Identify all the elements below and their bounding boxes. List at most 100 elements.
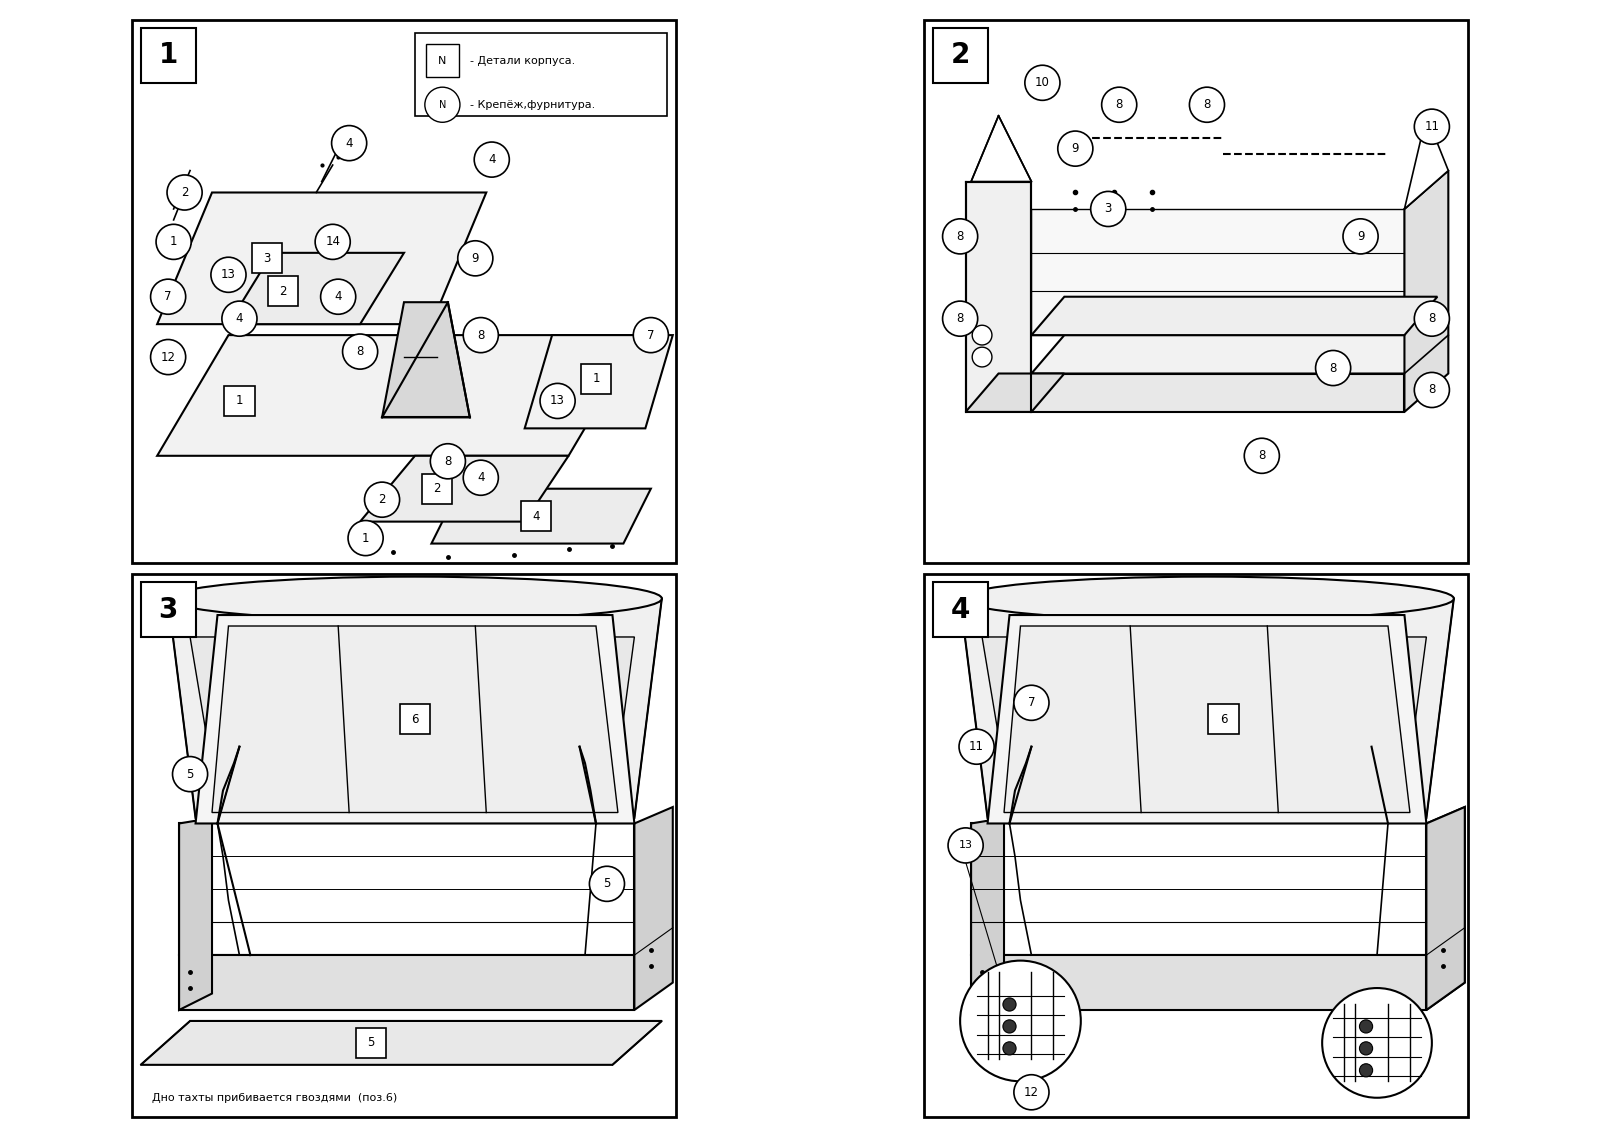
Text: 1: 1 xyxy=(592,372,600,386)
Text: 2: 2 xyxy=(434,482,440,495)
Bar xyxy=(933,28,987,83)
Circle shape xyxy=(150,279,186,314)
Circle shape xyxy=(1014,685,1050,720)
Polygon shape xyxy=(1032,335,1437,373)
Bar xyxy=(581,364,611,394)
Polygon shape xyxy=(966,181,1032,412)
Circle shape xyxy=(150,339,186,374)
Text: 12: 12 xyxy=(160,351,176,363)
Circle shape xyxy=(1091,191,1126,226)
Circle shape xyxy=(1315,351,1350,386)
Text: 5: 5 xyxy=(368,1036,374,1050)
Bar xyxy=(141,28,195,83)
Bar xyxy=(414,34,667,115)
Circle shape xyxy=(349,520,382,555)
Text: 13: 13 xyxy=(958,840,973,851)
Polygon shape xyxy=(1405,115,1448,209)
Circle shape xyxy=(1414,109,1450,145)
Circle shape xyxy=(222,301,258,336)
Text: 6: 6 xyxy=(1219,713,1227,726)
Circle shape xyxy=(426,87,459,122)
Circle shape xyxy=(430,443,466,478)
Bar xyxy=(1208,705,1238,734)
Text: 4: 4 xyxy=(235,312,243,325)
Text: 11: 11 xyxy=(1424,120,1440,133)
Text: 14: 14 xyxy=(325,235,341,249)
Circle shape xyxy=(1414,301,1450,336)
Bar xyxy=(251,243,282,274)
Text: 4: 4 xyxy=(950,596,970,623)
Polygon shape xyxy=(1032,296,1437,335)
Text: 4: 4 xyxy=(477,472,485,484)
Text: 8: 8 xyxy=(1429,383,1435,397)
Polygon shape xyxy=(1032,209,1405,335)
Circle shape xyxy=(173,757,208,792)
Text: N: N xyxy=(438,100,446,110)
Circle shape xyxy=(973,347,992,366)
Polygon shape xyxy=(1426,808,1464,1010)
Circle shape xyxy=(1360,1042,1373,1055)
Polygon shape xyxy=(432,489,651,544)
Polygon shape xyxy=(1426,808,1464,1010)
Circle shape xyxy=(157,224,190,259)
Polygon shape xyxy=(982,637,1426,802)
Circle shape xyxy=(320,279,355,314)
Polygon shape xyxy=(971,823,1426,955)
Text: 5: 5 xyxy=(186,768,194,780)
Circle shape xyxy=(1414,372,1450,407)
Bar xyxy=(141,582,195,637)
Text: 8: 8 xyxy=(957,312,963,325)
Polygon shape xyxy=(157,192,486,325)
Text: 6: 6 xyxy=(411,713,419,726)
Polygon shape xyxy=(1005,625,1410,812)
Circle shape xyxy=(1003,1042,1016,1055)
Text: 1: 1 xyxy=(235,395,243,407)
Text: 4: 4 xyxy=(334,291,342,303)
Circle shape xyxy=(942,218,978,254)
Text: 3: 3 xyxy=(1104,202,1112,215)
Polygon shape xyxy=(360,456,568,521)
Text: 8: 8 xyxy=(1429,312,1435,325)
Circle shape xyxy=(1014,1074,1050,1110)
Text: - Крепёж,фурнитура.: - Крепёж,фурнитура. xyxy=(470,100,595,110)
Text: 9: 9 xyxy=(1072,143,1078,155)
Text: 2: 2 xyxy=(280,285,286,297)
Text: 7: 7 xyxy=(1027,697,1035,709)
Circle shape xyxy=(1189,87,1224,122)
Polygon shape xyxy=(966,373,1064,412)
Bar xyxy=(224,386,254,416)
Polygon shape xyxy=(213,625,618,812)
Bar xyxy=(269,276,299,307)
Ellipse shape xyxy=(960,577,1454,621)
Text: 13: 13 xyxy=(550,395,565,407)
Polygon shape xyxy=(382,302,470,417)
Bar xyxy=(933,582,987,637)
Polygon shape xyxy=(179,955,634,1010)
Text: Дно тахты прибивается гвоздями  (поз.6): Дно тахты прибивается гвоздями (поз.6) xyxy=(152,1093,397,1103)
Text: 4: 4 xyxy=(488,153,496,166)
Text: 7: 7 xyxy=(646,329,654,342)
Circle shape xyxy=(365,482,400,517)
Text: 8: 8 xyxy=(1330,362,1338,374)
Circle shape xyxy=(541,383,574,418)
Polygon shape xyxy=(1405,171,1448,412)
Circle shape xyxy=(166,175,202,210)
Circle shape xyxy=(1360,1020,1373,1033)
Text: 12: 12 xyxy=(1024,1086,1038,1098)
Circle shape xyxy=(1003,998,1016,1011)
Polygon shape xyxy=(971,818,1005,1010)
Text: 2: 2 xyxy=(181,185,189,199)
Polygon shape xyxy=(141,1021,662,1065)
Circle shape xyxy=(1322,988,1432,1098)
Text: 10: 10 xyxy=(1035,76,1050,89)
Text: 4: 4 xyxy=(531,510,539,523)
Circle shape xyxy=(1026,66,1059,101)
Text: 1: 1 xyxy=(170,235,178,249)
Text: - Детали корпуса.: - Детали корпуса. xyxy=(470,55,574,66)
Text: 5: 5 xyxy=(603,878,611,890)
Text: 1: 1 xyxy=(362,532,370,544)
Circle shape xyxy=(942,301,978,336)
Text: 9: 9 xyxy=(472,252,478,265)
Circle shape xyxy=(342,334,378,369)
Polygon shape xyxy=(157,335,640,456)
